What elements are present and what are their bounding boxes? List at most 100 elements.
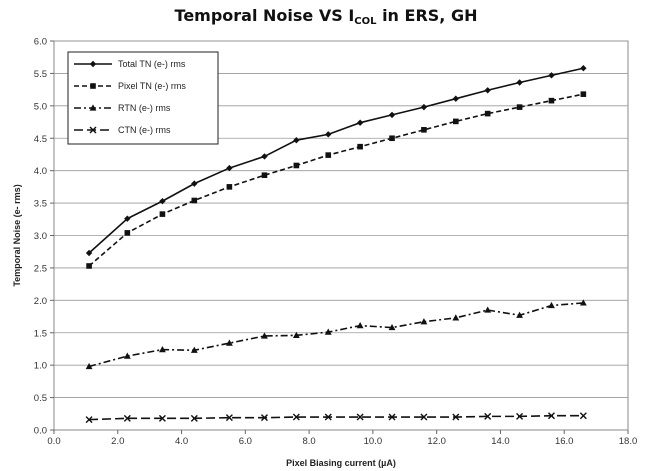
legend-marker bbox=[90, 83, 96, 89]
series-1 bbox=[85, 65, 587, 257]
data-point bbox=[124, 215, 131, 222]
data-point bbox=[159, 346, 166, 353]
data-point bbox=[516, 412, 524, 420]
x-tick-label: 18.0 bbox=[619, 436, 638, 447]
legend-label: RTN (e-) rms bbox=[118, 103, 171, 113]
data-point bbox=[324, 413, 332, 421]
x-tick-label: 14.0 bbox=[491, 436, 510, 447]
data-point bbox=[548, 72, 555, 79]
data-point bbox=[484, 412, 492, 420]
y-tick-label: 2.0 bbox=[34, 296, 47, 307]
legend: Total TN (e-) rms Pixel TN (e-) rms RTN (e… bbox=[67, 51, 219, 145]
data-point bbox=[226, 184, 233, 190]
data-point bbox=[389, 135, 395, 142]
data-point bbox=[452, 314, 460, 321]
x-tick-label: 2.0 bbox=[111, 436, 124, 447]
series-line bbox=[88, 67, 584, 254]
data-point bbox=[388, 413, 396, 421]
x-tick-label: 16.0 bbox=[555, 436, 574, 447]
data-point bbox=[85, 362, 93, 370]
series-3 bbox=[85, 299, 587, 370]
data-point bbox=[123, 414, 131, 422]
data-point bbox=[292, 331, 300, 338]
data-point bbox=[580, 65, 587, 72]
legend-label: CTN (e-) rms bbox=[118, 125, 171, 135]
data-point bbox=[190, 414, 198, 422]
legend-marker bbox=[89, 60, 97, 68]
data-point bbox=[158, 414, 166, 422]
data-point bbox=[484, 306, 492, 313]
x-tick-label: 12.0 bbox=[427, 436, 446, 447]
data-point bbox=[324, 328, 332, 335]
y-tick-label: 5.0 bbox=[34, 101, 47, 112]
data-point bbox=[261, 153, 268, 160]
data-point bbox=[356, 322, 364, 329]
data-point bbox=[226, 164, 233, 172]
title-subscript: COL bbox=[354, 16, 377, 27]
x-tick-label: 10.0 bbox=[364, 436, 383, 447]
series-line bbox=[88, 302, 584, 368]
data-point bbox=[293, 162, 300, 169]
data-point bbox=[452, 95, 459, 102]
series-line bbox=[88, 93, 584, 267]
data-point bbox=[580, 91, 587, 97]
data-point bbox=[484, 110, 491, 117]
data-point bbox=[356, 119, 364, 126]
data-point bbox=[516, 79, 523, 86]
data-point bbox=[325, 131, 332, 138]
y-tick-label: 4.5 bbox=[34, 134, 47, 145]
data-point bbox=[159, 197, 166, 205]
x-tick-label: 0.0 bbox=[47, 436, 60, 447]
x-axis-label: Pixel Biasing current (µA) bbox=[286, 458, 396, 468]
series-2 bbox=[86, 91, 587, 269]
data-point bbox=[453, 118, 459, 125]
data-point bbox=[261, 172, 268, 179]
x-tick-label: 4.0 bbox=[175, 436, 188, 447]
y-tick-label: 1.5 bbox=[34, 328, 47, 339]
data-point bbox=[159, 211, 166, 217]
legend-marker bbox=[89, 104, 97, 111]
data-point bbox=[548, 97, 555, 104]
data-point bbox=[191, 197, 198, 204]
data-point bbox=[190, 346, 198, 353]
data-point bbox=[579, 412, 587, 420]
series-4 bbox=[85, 412, 587, 424]
data-point bbox=[484, 87, 491, 94]
series-line bbox=[89, 414, 584, 421]
x-tick-label: 8.0 bbox=[303, 436, 316, 447]
data-point bbox=[356, 413, 364, 421]
data-point bbox=[260, 414, 268, 422]
data-point bbox=[420, 318, 428, 325]
data-point bbox=[357, 143, 363, 150]
data-point bbox=[225, 414, 233, 422]
data-point bbox=[325, 152, 332, 158]
y-tick-label: 4.0 bbox=[34, 166, 47, 177]
data-point bbox=[225, 339, 233, 346]
data-point bbox=[421, 127, 427, 133]
data-point bbox=[420, 103, 428, 111]
legend-marker bbox=[89, 126, 97, 134]
y-tick-label: 2.5 bbox=[34, 263, 47, 274]
data-point bbox=[85, 249, 93, 257]
data-point bbox=[261, 332, 268, 339]
data-point bbox=[516, 104, 523, 110]
data-point bbox=[191, 180, 198, 187]
data-point bbox=[293, 136, 300, 144]
data-point bbox=[548, 301, 555, 309]
y-tick-label: 3.5 bbox=[34, 199, 47, 210]
data-point bbox=[388, 111, 396, 119]
title-main: Temporal Noise VS I bbox=[174, 6, 355, 25]
data-point bbox=[388, 323, 396, 331]
legend-box bbox=[67, 51, 219, 145]
data-point bbox=[86, 263, 92, 269]
data-point bbox=[516, 311, 523, 318]
chart-title: Temporal Noise VS ICOL in ERS, GH bbox=[0, 6, 652, 27]
y-tick-label: 5.5 bbox=[34, 69, 47, 80]
title-rest: in ERS, GH bbox=[376, 6, 478, 25]
data-point bbox=[85, 416, 93, 424]
y-tick-label: 6.0 bbox=[34, 37, 47, 48]
data-point bbox=[124, 230, 131, 236]
y-tick-label: 3.0 bbox=[34, 231, 47, 242]
data-point bbox=[579, 299, 587, 306]
